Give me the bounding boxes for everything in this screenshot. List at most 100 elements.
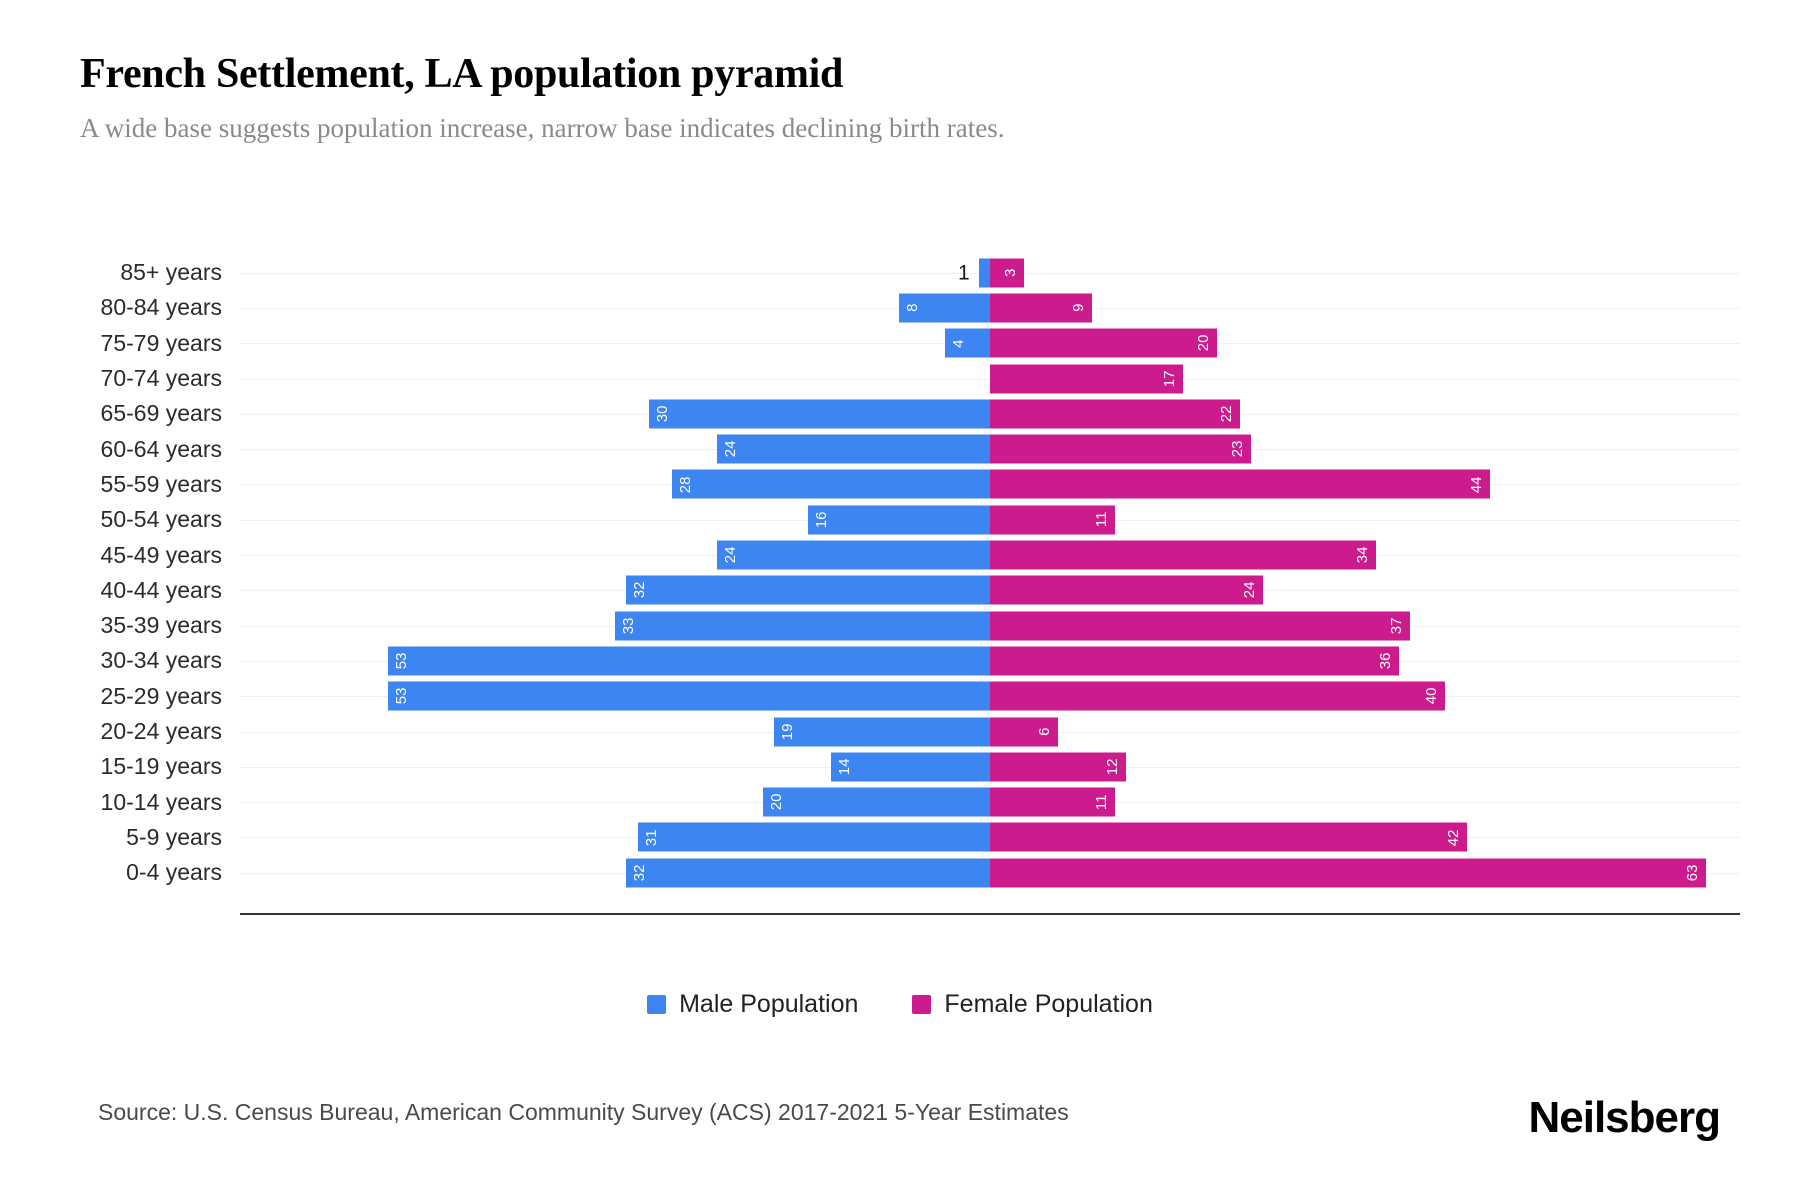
male-value-label: 53	[392, 652, 410, 670]
pyramid-row: 70-74 years 17	[80, 361, 1740, 396]
female-value-label: 17	[1161, 370, 1179, 387]
male-bar[interactable]: 4	[944, 328, 990, 358]
female-bar[interactable]: 11	[990, 787, 1115, 817]
bar-track: 4 20	[240, 326, 1740, 361]
bar-track: 24 23	[240, 431, 1740, 466]
female-value-label: 24	[1240, 581, 1258, 599]
male-bar[interactable]: 20	[762, 787, 990, 817]
female-bar[interactable]: 9	[990, 293, 1093, 323]
female-value-label: 37	[1388, 617, 1406, 634]
plot-area: 85+ years 1 3 80-84 years 8 9 75-79 years 4 20 70…	[80, 255, 1740, 915]
female-bar-container: 24	[990, 575, 1263, 605]
male-bar-container: 16	[808, 505, 990, 535]
pyramid-row: 80-84 years 8 9	[80, 290, 1740, 325]
male-bar[interactable]: 53	[387, 681, 990, 711]
x-axis-baseline	[240, 913, 1740, 915]
female-bar[interactable]: 44	[990, 469, 1490, 499]
chart-header: French Settlement, LA population pyramid…	[80, 50, 1720, 145]
male-bar-container: 24	[717, 434, 990, 464]
female-bar-container: 37	[990, 611, 1411, 641]
age-group-label: 15-19 years	[100, 753, 222, 780]
pyramid-row: 35-39 years 33 37	[80, 608, 1740, 643]
age-group-label: 20-24 years	[100, 718, 222, 744]
male-bar[interactable]: 31	[637, 822, 990, 852]
legend-swatch-male-icon	[647, 995, 667, 1014]
male-value-label: 24	[722, 546, 740, 564]
bar-track: 53 40	[240, 679, 1740, 714]
age-group-label: 55-59 years	[100, 470, 222, 497]
female-bar[interactable]: 63	[990, 858, 1706, 888]
female-bar[interactable]: 20	[990, 328, 1218, 358]
female-value-label: 40	[1422, 687, 1440, 705]
pyramid-row: 15-19 years 14 12	[80, 749, 1740, 784]
male-bar[interactable]: 1	[958, 258, 990, 288]
male-value-label: 32	[631, 581, 649, 599]
chart-legend: Male Population Female Population	[0, 990, 1800, 1019]
female-bar-container: 42	[990, 822, 1468, 852]
pyramid-row: 55-59 years 28 44	[80, 467, 1740, 502]
male-value-label: 8	[904, 303, 922, 313]
female-bar[interactable]: 42	[990, 822, 1468, 852]
female-bar[interactable]: 34	[990, 540, 1377, 570]
male-value-label: 20	[767, 793, 785, 811]
male-bar-container: 28	[671, 469, 990, 499]
male-bar-container: 24	[717, 540, 990, 570]
legend-item-female[interactable]: Female Population	[912, 990, 1153, 1019]
bar-track: 32 24	[240, 573, 1740, 608]
female-bar[interactable]: 6	[990, 717, 1059, 746]
male-bar-container: 33	[615, 611, 990, 641]
female-bar[interactable]: 24	[990, 575, 1263, 605]
female-bar[interactable]: 40	[990, 681, 1445, 711]
male-bar[interactable]: 53	[387, 646, 990, 676]
female-value-label: 44	[1468, 476, 1485, 493]
female-bar-container: 34	[990, 540, 1377, 570]
female-bar[interactable]: 23	[990, 434, 1252, 464]
female-bar[interactable]: 37	[990, 611, 1411, 641]
male-bar[interactable]: 24	[717, 434, 990, 464]
pyramid-row: 60-64 years 24 23	[80, 431, 1740, 466]
male-value-label: 1	[957, 261, 970, 285]
female-bar[interactable]: 17	[990, 364, 1184, 394]
source-note: Source: U.S. Census Bureau, American Com…	[98, 1099, 1069, 1125]
female-bar[interactable]: 3	[990, 258, 1025, 288]
female-value-label: 42	[1445, 829, 1463, 846]
male-bar-container: 19	[774, 717, 990, 746]
bar-track: 53 36	[240, 643, 1740, 678]
pyramid-row: 0-4 years 32 63	[80, 855, 1740, 890]
age-group-label: 85+ years	[120, 259, 222, 286]
female-bar[interactable]: 22	[990, 399, 1240, 429]
male-bar[interactable]: 16	[808, 505, 990, 535]
chart-subtitle: A wide base suggests population increase…	[80, 113, 1005, 144]
female-value-label: 22	[1218, 405, 1235, 423]
pyramid-row: 20-24 years 19 6	[80, 714, 1740, 749]
female-bar-container: 11	[990, 787, 1115, 817]
male-bar[interactable]: 24	[717, 540, 990, 570]
female-bar-container: 9	[990, 293, 1093, 323]
male-bar[interactable]: 32	[626, 575, 990, 605]
male-bar[interactable]: 32	[626, 858, 990, 888]
male-bar[interactable]: 28	[671, 469, 990, 499]
male-bar[interactable]: 30	[649, 399, 990, 429]
male-value-label: 19	[779, 723, 797, 740]
female-value-label: 11	[1093, 511, 1110, 528]
male-bar-container: 30	[649, 399, 990, 429]
age-group-label: 40-44 years	[100, 576, 222, 603]
male-bar[interactable]: 33	[615, 611, 990, 641]
bar-track: 16 11	[240, 502, 1740, 537]
male-bar[interactable]: 19	[774, 717, 990, 746]
brand-logo: Neilsberg	[1528, 1093, 1721, 1142]
bar-track: 31 42	[240, 820, 1740, 855]
female-bar[interactable]: 11	[990, 505, 1115, 535]
male-value-label: 33	[620, 617, 637, 634]
female-bar[interactable]: 36	[990, 646, 1400, 676]
age-group-label: 70-74 years	[100, 365, 222, 392]
bar-track: 28 44	[240, 467, 1740, 502]
pyramid-row: 65-69 years 30 22	[80, 396, 1740, 431]
female-value-label: 3	[1002, 268, 1020, 277]
age-group-label: 65-69 years	[100, 400, 222, 427]
legend-item-male[interactable]: Male Population	[647, 990, 858, 1019]
male-bar[interactable]: 8	[899, 293, 990, 323]
female-bar[interactable]: 12	[990, 752, 1127, 782]
male-bar[interactable]: 14	[830, 752, 990, 782]
